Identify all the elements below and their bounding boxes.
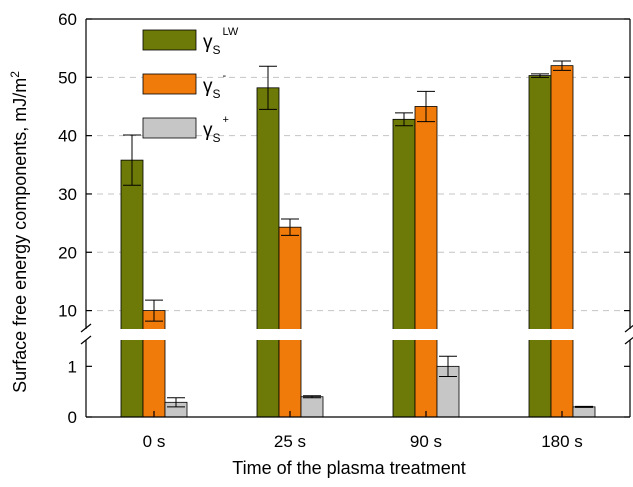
y-axis-title-superscript: 2	[8, 71, 22, 78]
y-tick-label: 60	[58, 10, 77, 29]
tick-labels: 0 1 10 20 30 40 50 60 0 s 25 s 90 s 180 s	[58, 10, 630, 451]
y-tick-label: 0	[68, 408, 77, 427]
y-tick-label: 1	[68, 357, 77, 376]
bar	[256, 87, 280, 418]
y-axis-title: Surface free energy components, mJ/m2	[8, 71, 30, 393]
bar	[550, 65, 574, 418]
bar	[414, 106, 438, 418]
bar	[120, 159, 144, 418]
legend-swatch	[142, 29, 197, 51]
y-tick-label: 10	[58, 302, 77, 321]
legend: γSLW γS-γS+	[142, 26, 239, 145]
y-axis-title-main: Surface free energy components, mJ/m	[10, 78, 30, 393]
axis-break-mark	[624, 336, 633, 345]
legend-label: γS+	[203, 114, 229, 145]
y-tick-label: 40	[58, 127, 77, 146]
axis-break-gap	[80, 329, 633, 340]
error-bars	[123, 60, 593, 408]
bar	[528, 75, 552, 418]
y-tick-label: 50	[58, 68, 77, 87]
x-axis-title: Time of the plasma treatment	[232, 458, 465, 478]
legend-swatch	[142, 73, 197, 95]
plot-frame	[80, 18, 633, 418]
legend-label: γS-	[203, 70, 227, 101]
x-tick-label: 0 s	[143, 432, 166, 451]
x-tick-label: 180 s	[541, 432, 583, 451]
axis-break-mark	[80, 323, 92, 333]
bar	[392, 118, 416, 418]
bar	[572, 406, 596, 418]
bar	[300, 396, 324, 418]
bar	[142, 310, 166, 418]
x-tick-label: 90 s	[410, 432, 442, 451]
bar	[278, 226, 302, 418]
axis-break-mark	[80, 335, 92, 345]
x-tick-label: 25 s	[274, 432, 306, 451]
legend-label: γSLW	[203, 26, 239, 57]
y-tick-label: 30	[58, 185, 77, 204]
axis-break-mark	[624, 324, 633, 333]
legend-swatch	[142, 117, 197, 139]
y-tick-label: 20	[58, 243, 77, 262]
